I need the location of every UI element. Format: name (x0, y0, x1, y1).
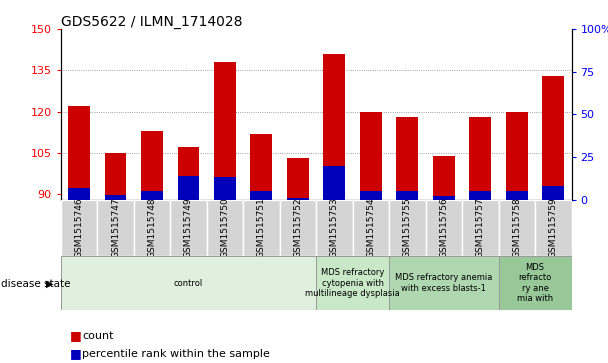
Bar (170, 200, 207, 256)
Bar (389, 256, 499, 310)
Bar (134, 200, 170, 256)
Bar (396, 191, 418, 200)
Text: GSM1515751: GSM1515751 (257, 197, 266, 258)
Bar (542, 76, 564, 200)
Bar (105, 153, 126, 200)
Text: GSM1515747: GSM1515747 (111, 197, 120, 258)
Bar (250, 191, 272, 200)
Bar (353, 200, 389, 256)
Bar (506, 191, 528, 200)
Text: GSM1515759: GSM1515759 (549, 197, 558, 258)
Text: GSM1515748: GSM1515748 (148, 197, 156, 258)
Bar (469, 191, 491, 200)
Bar (141, 131, 163, 200)
Text: GSM1515754: GSM1515754 (367, 197, 375, 258)
Bar (426, 200, 462, 256)
Bar (61, 256, 316, 310)
Bar (360, 191, 382, 200)
Text: control: control (174, 279, 203, 287)
Bar (433, 156, 455, 200)
Bar (105, 195, 126, 200)
Text: GSM1515753: GSM1515753 (330, 197, 339, 258)
Bar (462, 200, 499, 256)
Text: GSM1515756: GSM1515756 (440, 197, 448, 258)
Bar (68, 188, 90, 200)
Bar (499, 200, 535, 256)
Text: ■: ■ (70, 347, 81, 360)
Text: disease state: disease state (1, 279, 70, 289)
Bar (433, 196, 455, 200)
Bar (141, 191, 163, 200)
Bar (250, 134, 272, 200)
Bar (396, 117, 418, 200)
Bar (214, 178, 236, 200)
Text: GSM1515749: GSM1515749 (184, 197, 193, 258)
Bar (214, 62, 236, 200)
Bar (68, 106, 90, 200)
Bar (323, 54, 345, 200)
Bar (389, 200, 426, 256)
Bar (178, 147, 199, 200)
Text: GSM1515750: GSM1515750 (221, 197, 229, 258)
Bar (243, 200, 280, 256)
Text: GDS5622 / ILMN_1714028: GDS5622 / ILMN_1714028 (61, 15, 243, 29)
Bar (469, 117, 491, 200)
Bar (499, 256, 572, 310)
Bar (316, 256, 389, 310)
Text: GSM1515758: GSM1515758 (513, 197, 521, 258)
Text: GSM1515752: GSM1515752 (294, 197, 302, 258)
Text: count: count (82, 331, 114, 341)
Bar (360, 111, 382, 200)
Text: MDS
refracto
ry ane
mia with: MDS refracto ry ane mia with (517, 263, 553, 303)
Text: percentile rank within the sample: percentile rank within the sample (82, 349, 270, 359)
Bar (535, 200, 572, 256)
Bar (178, 176, 199, 200)
Bar (506, 111, 528, 200)
Bar (316, 200, 353, 256)
Text: GSM1515746: GSM1515746 (75, 197, 83, 258)
Text: ▶: ▶ (46, 279, 54, 289)
Bar (207, 200, 243, 256)
Bar (61, 200, 97, 256)
Bar (287, 158, 309, 200)
Text: GSM1515757: GSM1515757 (476, 197, 485, 258)
Bar (287, 198, 309, 200)
Bar (323, 166, 345, 200)
Text: MDS refractory anemia
with excess blasts-1: MDS refractory anemia with excess blasts… (395, 273, 492, 293)
Text: GSM1515755: GSM1515755 (403, 197, 412, 258)
Bar (97, 200, 134, 256)
Bar (542, 186, 564, 200)
Text: ■: ■ (70, 329, 81, 342)
Bar (280, 200, 316, 256)
Text: MDS refractory
cytopenia with
multilineage dysplasia: MDS refractory cytopenia with multilinea… (305, 268, 400, 298)
